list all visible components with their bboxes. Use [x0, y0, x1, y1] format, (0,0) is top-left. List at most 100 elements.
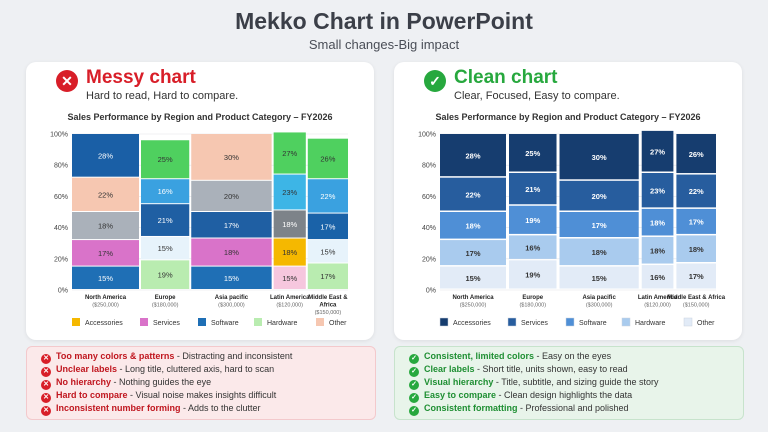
y-tick-label: 60% [422, 194, 436, 201]
messy-subheading: Hard to read, Hard to compare. [86, 90, 239, 102]
bar-segment [676, 235, 716, 262]
data-label: 15% [282, 274, 297, 283]
bar-segment [307, 213, 348, 240]
data-label: 15% [98, 274, 113, 283]
bar-segment [641, 130, 674, 172]
bar-segment [509, 205, 557, 234]
bar-segment [307, 240, 348, 263]
list-item: ✕ Hard to compare - Visual noise makes in… [41, 390, 276, 403]
bar-segment [440, 266, 506, 289]
bar-segment [676, 263, 716, 289]
data-label: 23% [282, 188, 297, 197]
bar-segment [509, 173, 557, 205]
data-label: 16% [158, 187, 173, 196]
bar-segment [273, 174, 306, 210]
legend-swatch [621, 317, 631, 327]
bar-segment [509, 134, 557, 172]
bar-segment [559, 212, 639, 238]
data-label: 20% [224, 192, 239, 201]
bar-segment [72, 240, 139, 266]
legend-entry: Software [211, 320, 239, 327]
data-label: 17% [592, 221, 607, 230]
close-icon: ✕ [41, 393, 51, 403]
legend-entry: Other [697, 320, 715, 327]
bar-segment [559, 180, 639, 211]
bar-segment [191, 212, 272, 238]
data-label: 22% [98, 190, 113, 199]
y-tick-label: 40% [422, 225, 436, 232]
clean-heading: Clean chart [454, 67, 558, 88]
data-label: 18% [282, 220, 297, 229]
x-tick-label: Asia pacific [215, 295, 249, 301]
data-label: 21% [158, 216, 173, 225]
bar-segment [307, 138, 348, 179]
legend-entry: Hardware [267, 320, 297, 327]
legend-swatch [198, 318, 206, 326]
bar-segment [72, 177, 139, 211]
data-label: 16% [650, 273, 665, 282]
data-label: 17% [224, 221, 239, 230]
data-label: 15% [224, 274, 239, 283]
bar-segment [191, 180, 272, 211]
bar-segment [440, 212, 506, 239]
data-label: 23% [650, 186, 665, 195]
legend-entry: Hardware [635, 320, 665, 327]
check-icon: ✓ [409, 406, 419, 416]
bar-segment [307, 263, 348, 289]
data-label: 18% [98, 222, 113, 231]
check-icon: ✓ [409, 393, 419, 403]
clean-chart-title: Sales Performance by Region and Product … [435, 112, 701, 122]
data-label: 25% [158, 155, 173, 164]
check-icon: ✓ [409, 380, 419, 390]
bar-segment [273, 132, 306, 174]
bar-segment [273, 238, 306, 266]
check-icon: ✓ [409, 354, 419, 364]
list-item: ✕ No hierarchy - Nothing guides the eye [41, 377, 211, 390]
list-item: ✓ Visual hierarchy - Title, subtitle, and… [409, 377, 658, 390]
x-tick-label: Latin America [270, 295, 310, 301]
list-item: ✓ Clear labels - Short title, units shown… [409, 364, 628, 377]
x-tick-label: Latin America [638, 295, 678, 301]
bar-segment [676, 174, 716, 208]
clean-benefits-list: ✓ Consistent, limited colors - Easy on th… [394, 346, 744, 420]
data-label: 25% [525, 149, 540, 158]
bar-segment [641, 208, 674, 236]
legend-entry: Accessories [85, 320, 123, 327]
x-tick-label: Europe [522, 295, 543, 301]
bar-segment [72, 134, 139, 177]
y-tick-label: 40% [54, 225, 68, 232]
legend-swatch [439, 317, 449, 327]
data-label: 18% [689, 245, 704, 254]
legend-swatch [254, 318, 262, 326]
x-tick-label: ($120,000) [276, 303, 303, 309]
clean-subheading: Clear, Focused, Easy to compare. [454, 90, 620, 102]
list-item: ✕ Inconsistent number forming - Adds to t… [41, 403, 261, 416]
page-title: Mekko Chart in PowerPoint [235, 8, 533, 34]
bar-segment [72, 212, 139, 240]
bar-segment [191, 266, 272, 289]
x-tick-label: Africa [319, 303, 337, 309]
y-tick-label: 80% [54, 163, 68, 170]
check-icon: ✓ [409, 367, 419, 377]
legend-entry: Other [329, 320, 347, 327]
x-tick-label: ($250,000) [92, 303, 119, 309]
bar-segment [191, 134, 272, 180]
list-item: ✕ Unclear labels - Long title, cluttered … [41, 364, 274, 377]
list-item: ✕ Too many colors & patterns - Distractin… [41, 351, 292, 364]
clean-mekko-chart: 0% 20% 40% 60% 80% 100% 15% 17% 18% 22% 28% North A… [418, 130, 726, 327]
messy-mekko-chart: 0% 20% 40% 60% 80% 100% 15% 17% 18% 22% 28% North A… [50, 132, 348, 328]
data-label: 17% [689, 272, 704, 281]
data-label: 27% [282, 149, 297, 158]
bar-segment [307, 179, 348, 213]
data-label: 17% [98, 249, 113, 258]
legend-entry: Services [521, 320, 548, 327]
messy-chart-card: ✕ Messy chart Hard to read, Hard to comp… [26, 62, 374, 340]
x-tick-label: ($150,000) [315, 310, 342, 316]
y-tick-label: 20% [422, 256, 436, 263]
data-label: 18% [592, 248, 607, 257]
data-label: 26% [689, 150, 704, 159]
bar-segment [641, 236, 674, 264]
page-subtitle: Small changes-Big impact [308, 37, 460, 52]
legend-swatch [565, 317, 575, 327]
legend-swatch [72, 318, 80, 326]
